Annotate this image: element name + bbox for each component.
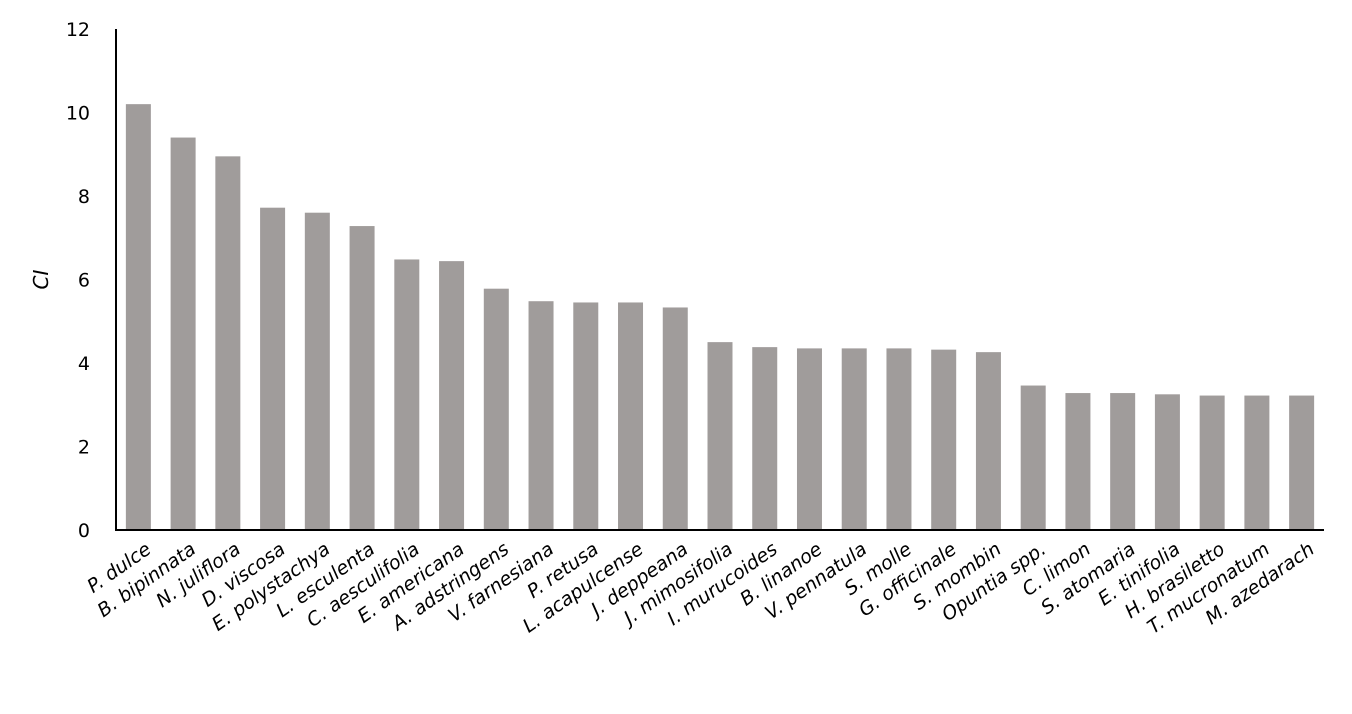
y-tick-label: 6 — [78, 270, 90, 292]
y-tick-label: 2 — [78, 437, 90, 459]
bar — [528, 301, 554, 530]
bar — [125, 104, 151, 531]
bar — [394, 259, 420, 530]
bar — [260, 207, 286, 530]
y-tick-label: 12 — [66, 19, 90, 41]
y-axis-title: CI — [29, 269, 53, 289]
bar — [215, 156, 241, 530]
bar — [1199, 395, 1225, 530]
bar — [707, 342, 733, 531]
bar — [662, 307, 688, 530]
bar — [886, 348, 912, 530]
bars — [125, 104, 1315, 531]
y-axis-ticks: 0 2 4 6 8 10 12 — [66, 19, 90, 542]
bar — [1110, 393, 1136, 530]
bar — [170, 137, 196, 531]
bar — [573, 302, 599, 530]
y-tick-label: 4 — [78, 353, 90, 375]
bar — [483, 288, 509, 530]
y-tick-label: 10 — [66, 103, 90, 125]
bar — [1244, 395, 1270, 530]
bar — [975, 352, 1001, 530]
y-tick-label: 8 — [78, 186, 90, 208]
bar — [752, 347, 778, 530]
y-tick-label: 0 — [78, 520, 90, 542]
bar — [841, 348, 867, 530]
bar — [618, 302, 644, 530]
bar — [1020, 385, 1046, 530]
bar — [1154, 394, 1180, 530]
bar — [304, 212, 330, 530]
bar — [1289, 395, 1315, 530]
bar — [439, 261, 465, 530]
bar — [349, 226, 375, 530]
bar — [1065, 393, 1091, 530]
bar — [796, 348, 822, 530]
bar — [931, 349, 957, 530]
